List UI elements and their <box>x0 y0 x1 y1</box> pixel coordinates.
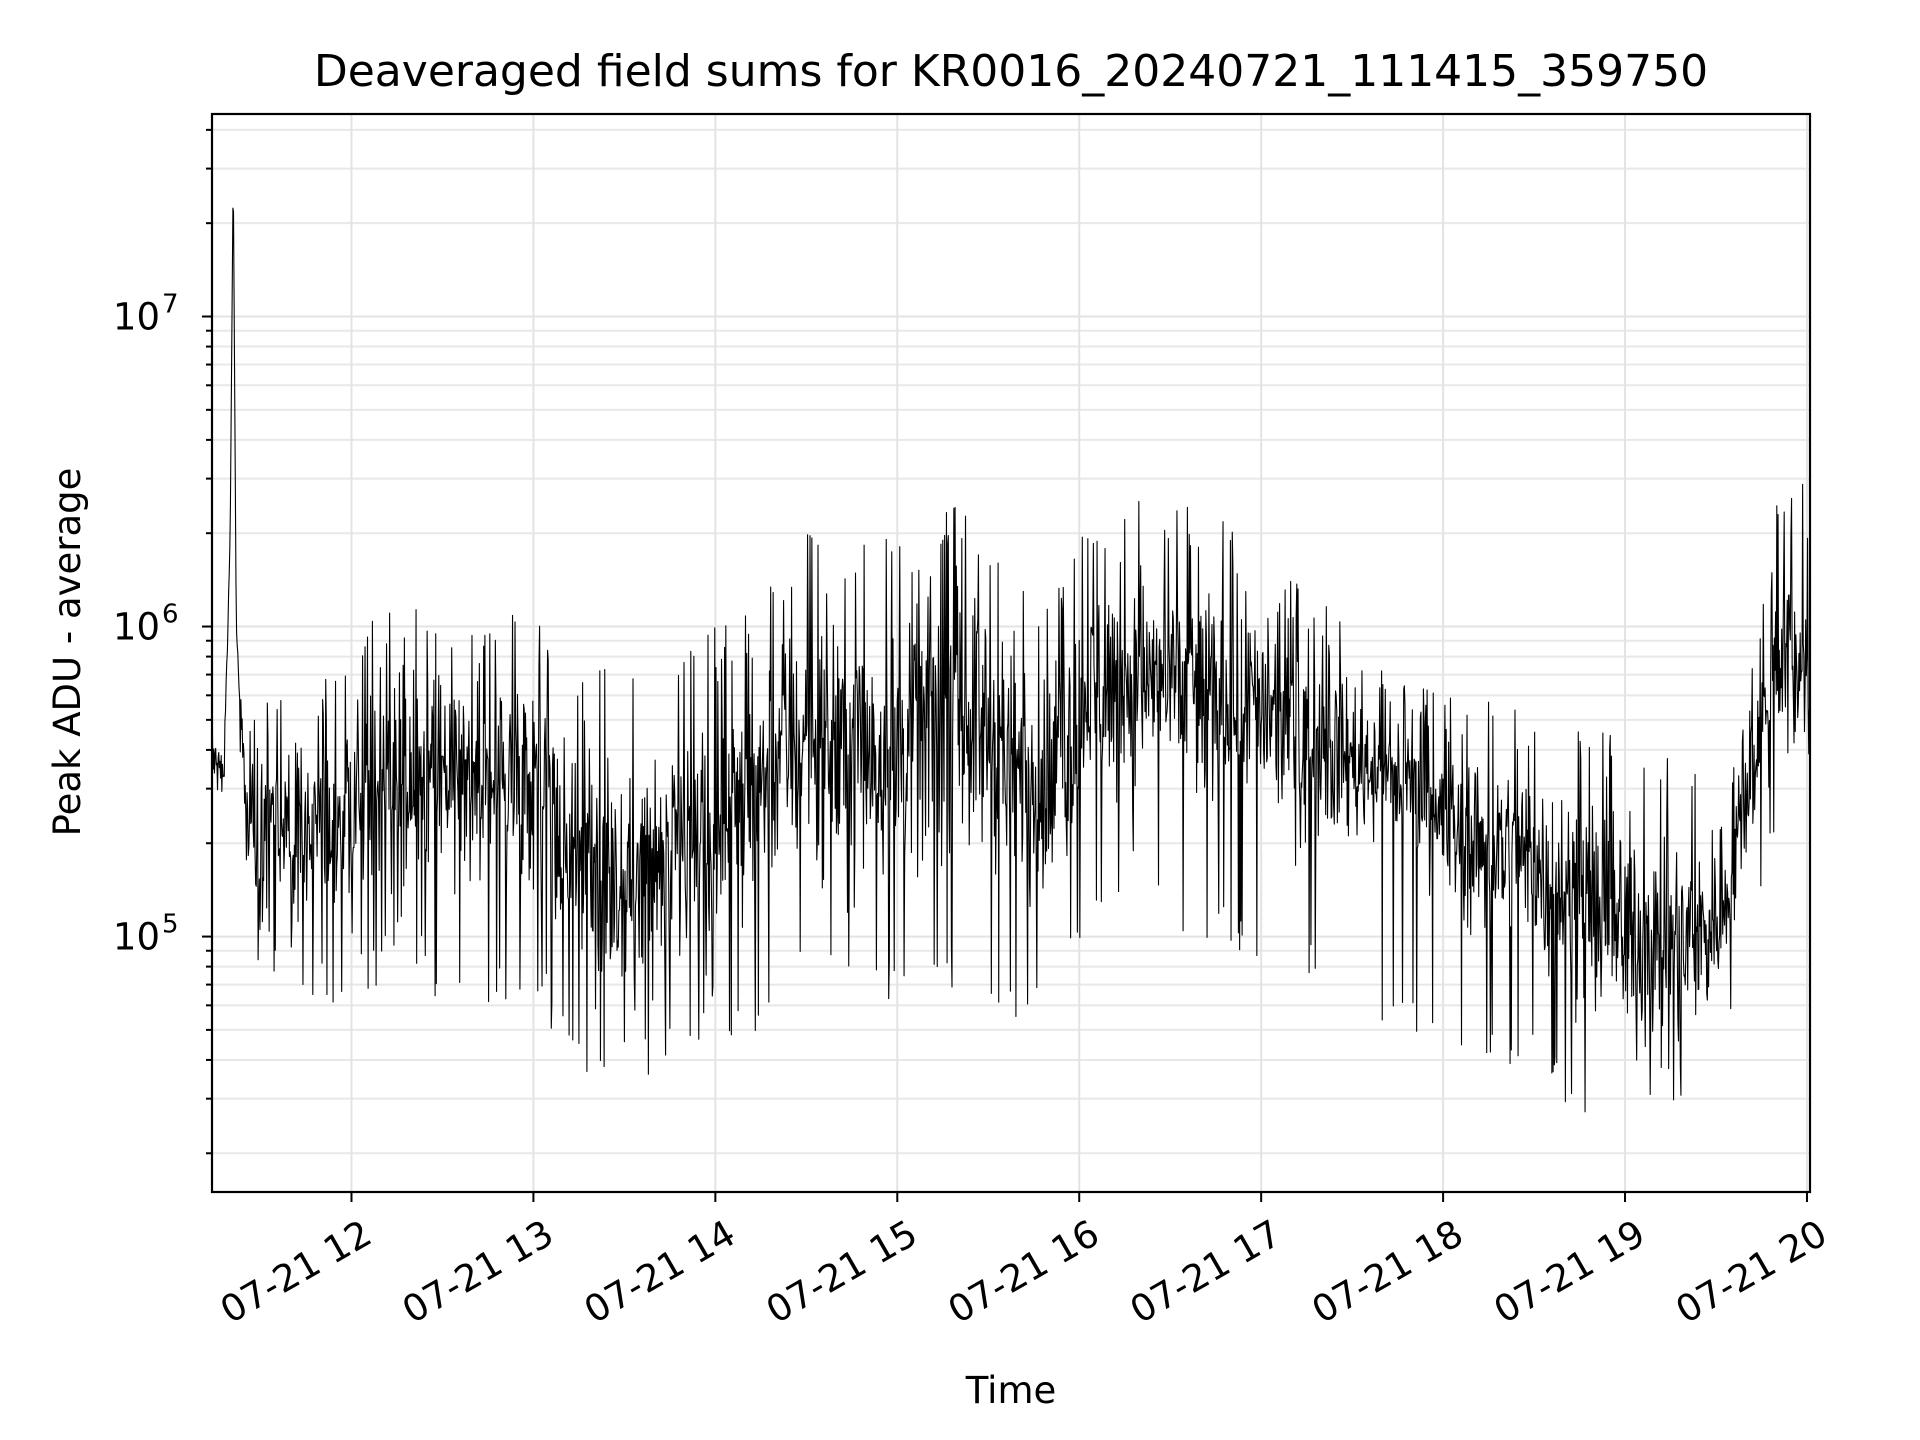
y-tick-label-base: 10 <box>113 606 160 649</box>
series-line <box>211 207 1811 1113</box>
plot-frame <box>210 112 1812 1194</box>
chart-title: Deaveraged field sums for KR0016_2024072… <box>314 46 1708 97</box>
x-axis-label: Time <box>965 1369 1057 1412</box>
y-tick-label-base: 10 <box>113 916 160 959</box>
y-tick-label-base: 10 <box>113 296 160 339</box>
y-tick-label-exponent: 5 <box>162 910 179 940</box>
y-tick-label-exponent: 7 <box>162 290 179 320</box>
y-tick-label: 10 6 <box>113 600 179 649</box>
y-tick-label-exponent: 6 <box>162 600 179 630</box>
y-tick-label: 10 5 <box>113 910 179 959</box>
tick-layer <box>202 128 1808 1202</box>
y-axis-label: Peak ADU - average <box>46 468 89 837</box>
series-layer <box>211 207 1811 1113</box>
y-tick-label: 10 7 <box>113 290 179 339</box>
